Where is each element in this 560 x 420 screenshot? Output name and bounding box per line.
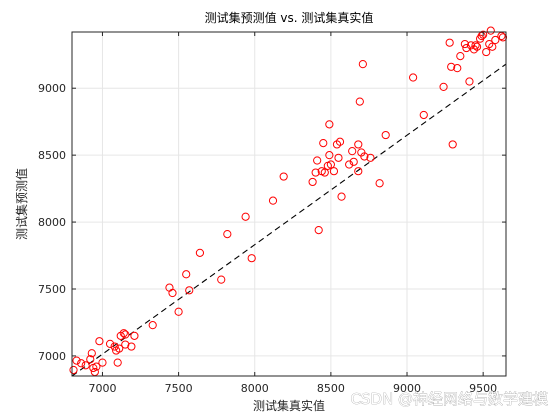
reference-line-segment (71, 63, 507, 377)
data-point (419, 110, 428, 120)
data-point (148, 321, 157, 330)
data-point (486, 26, 495, 35)
data-point (217, 275, 226, 284)
reference-line (71, 63, 507, 377)
data-point (314, 226, 323, 235)
data-point (462, 43, 471, 53)
x-tick-label: 7000 (88, 382, 116, 395)
data-point (335, 137, 345, 146)
x-tick-label: 7500 (165, 382, 193, 395)
data-point (360, 152, 369, 161)
data-point (472, 42, 482, 51)
data-point (98, 358, 107, 367)
x-tick-label: 9000 (393, 382, 421, 395)
chart-title: 测试集预测值 vs. 测试集真实值 (205, 10, 374, 25)
data-point (329, 167, 339, 176)
plot-frame (71, 31, 507, 377)
x-tick-label: 8000 (241, 382, 269, 395)
data-point (87, 349, 96, 358)
y-tick-label: 8500 (38, 149, 66, 162)
data-point (174, 307, 183, 316)
data-point (409, 73, 418, 82)
data-point (223, 230, 232, 239)
data-point (354, 140, 363, 149)
y-axis-label: 测试集预测值 (14, 168, 29, 240)
data-point (247, 254, 256, 263)
data-point (445, 38, 454, 47)
y-axis-ticks: 7000 7500 8000 8500 9000 (38, 82, 506, 363)
data-point (325, 151, 334, 160)
y-tick-label: 9000 (38, 82, 66, 95)
data-point (279, 172, 288, 181)
data-point (358, 60, 367, 69)
grid-lines (72, 32, 506, 376)
data-point (95, 337, 104, 346)
data-point (482, 47, 491, 57)
data-point (168, 288, 177, 298)
data-point (337, 192, 346, 201)
data-point (355, 97, 364, 106)
data-point (268, 196, 278, 205)
data-point (185, 286, 194, 295)
y-tick-label: 7000 (38, 350, 66, 363)
data-point (325, 120, 334, 129)
data-point (453, 64, 462, 73)
data-point (81, 361, 90, 370)
data-point (491, 35, 500, 45)
data-point (366, 153, 375, 162)
data-point (479, 30, 488, 39)
data-point (69, 365, 78, 375)
data-point (121, 330, 130, 339)
data-point (92, 362, 101, 371)
data-point (130, 331, 139, 340)
data-point (460, 39, 469, 49)
y-tick-label: 8000 (38, 216, 66, 229)
data-point (127, 342, 136, 351)
data-point (121, 340, 130, 349)
x-axis-ticks: 7000 7500 8000 8500 9000 9500 (88, 32, 497, 395)
data-point (439, 82, 448, 91)
data-point (326, 160, 335, 169)
data-point (354, 167, 363, 176)
data-point (110, 342, 119, 351)
data-point (349, 157, 358, 166)
data-point (465, 77, 474, 86)
data-point (319, 138, 328, 148)
data-point (381, 130, 390, 140)
data-point (498, 33, 508, 42)
data-point (447, 62, 456, 71)
x-tick-label: 8500 (317, 382, 345, 395)
data-point (195, 248, 205, 257)
data-point (115, 344, 124, 353)
data-point (241, 212, 250, 221)
data-point (113, 358, 122, 367)
data-point (119, 329, 128, 338)
data-point (86, 355, 95, 364)
data-point (313, 156, 322, 165)
data-point (375, 179, 384, 188)
data-point (77, 359, 86, 368)
plot-background (72, 32, 506, 376)
watermark: CSDN @神经网络与数学建模 (350, 390, 548, 408)
data-points (69, 26, 508, 377)
data-point (345, 160, 354, 169)
data-point (72, 356, 81, 365)
data-point (320, 168, 329, 177)
data-point (471, 41, 480, 50)
data-point (448, 140, 457, 149)
x-tick-label: 9500 (469, 382, 497, 395)
data-point (456, 51, 465, 61)
data-point (348, 147, 357, 156)
data-point (105, 339, 115, 348)
data-point (308, 177, 317, 187)
y-tick-label: 7500 (38, 283, 66, 296)
data-point (311, 168, 320, 177)
data-point (182, 270, 191, 279)
data-point (334, 153, 343, 162)
data-point (488, 42, 497, 51)
x-axis-label: 测试集真实值 (253, 398, 325, 413)
